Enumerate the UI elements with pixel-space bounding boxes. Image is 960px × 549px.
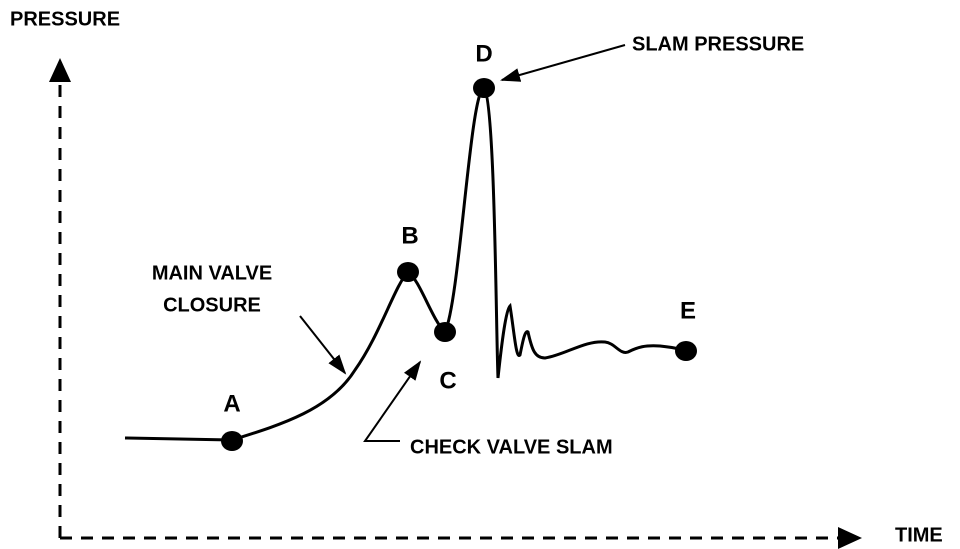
point-label: E [680,297,696,324]
annotation: SLAM PRESSURE [632,33,804,55]
annotation-arrow [500,44,626,82]
point-label: B [401,222,418,249]
annotation-arrow [299,315,347,375]
annotation-arrow [363,360,422,442]
y-axis-arrow [49,58,71,82]
point-label: A [223,390,240,417]
point-c [434,322,456,342]
point-a [221,431,243,451]
point-e [675,341,697,361]
x-axis-arrow [838,527,862,549]
annotation: CHECK VALVE SLAM [410,436,613,458]
annotation: MAIN VALVE [152,262,272,284]
x-axis-label: TIME [895,524,943,546]
point-label: C [439,367,456,394]
point-b [397,262,419,282]
point-label: D [475,40,492,67]
y-axis-label: PRESSURE [10,8,120,30]
point-d [473,78,495,98]
annotation: CLOSURE [163,294,261,316]
